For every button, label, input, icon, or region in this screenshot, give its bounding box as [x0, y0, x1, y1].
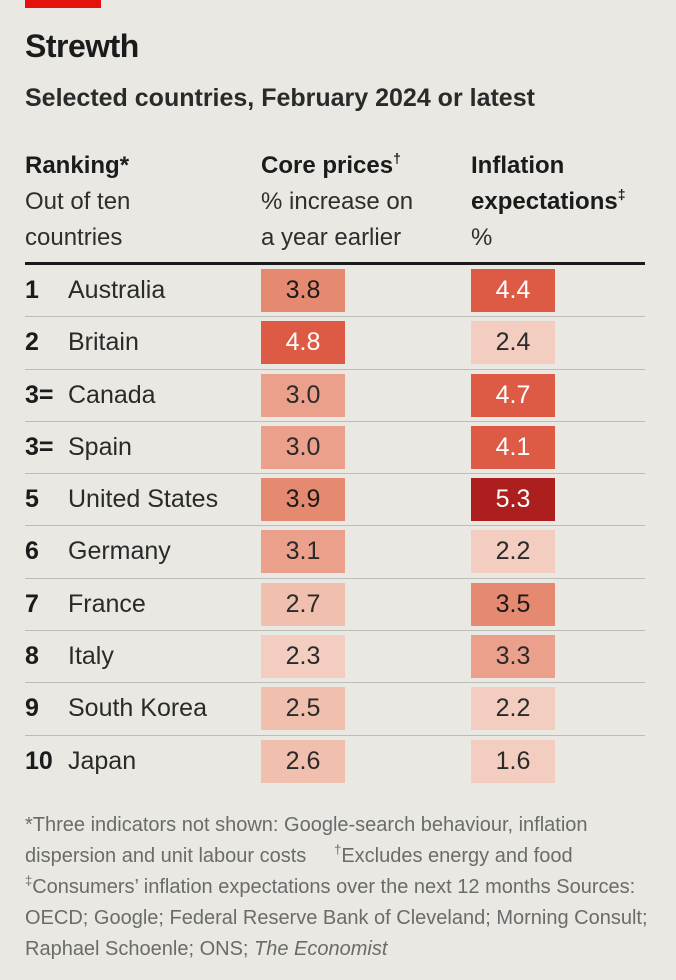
core-prices-cell: 4.8 [261, 321, 345, 365]
core-prices-cell: 2.3 [261, 635, 345, 679]
rank-label: 3= [25, 380, 54, 409]
rank-label: 1 [25, 276, 39, 304]
footnote-indicators: *Three indicators not shown: Google-sear… [25, 814, 588, 867]
rank-label: 6 [25, 537, 39, 566]
rank-label: 8 [25, 642, 39, 671]
core-prices-cell: 3.9 [261, 478, 345, 522]
table-row: 3= Spain 3.0 4.1 [25, 422, 645, 475]
inflation-expectations-cell: 1.6 [471, 739, 555, 783]
rank-label: 9 [25, 694, 39, 723]
table-row: 5 United States 3.9 5.3 [25, 474, 645, 527]
country-label: South Korea [68, 694, 207, 723]
accent-bar [25, 0, 101, 8]
table-row: 3= Canada 3.0 4.7 [25, 370, 645, 422]
country-label: Italy [68, 642, 114, 671]
country-label: United States [68, 485, 219, 514]
table-row: 2 Britain 4.8 2.4 [25, 317, 645, 370]
footnote-source-economist: The Economist [254, 938, 388, 960]
core-prices-cell: 3.1 [261, 530, 345, 574]
core-prices-cell: 2.7 [261, 582, 345, 626]
country-label: France [68, 589, 146, 618]
core-header-title: Core prices† [261, 150, 401, 179]
footnote-mark-dagger: † [334, 842, 342, 857]
rank-label: 10 [25, 746, 53, 775]
core-header-line2: % increase on [261, 188, 414, 215]
header-rule [25, 262, 645, 265]
country-label: Spain [68, 432, 132, 461]
ranking-header-line3: countries [25, 224, 123, 251]
rank-label: 3= [25, 432, 54, 461]
footnote-core-prices: Excludes energy and food [341, 845, 573, 867]
table-row: 7 France 2.7 3.5 [25, 579, 645, 632]
footnote-mark-double-dagger: ‡ [25, 873, 33, 888]
core-prices-cell: 2.5 [261, 687, 345, 731]
inflation-expectations-cell: 3.3 [471, 635, 555, 679]
table-row: 6 Germany 3.1 2.2 [25, 526, 645, 579]
inflation-expectations-cell: 2.2 [471, 530, 555, 574]
core-prices-cell: 3.0 [261, 425, 345, 469]
ranking-header-line2: Out of ten [25, 188, 131, 215]
core-prices-cell: 3.8 [261, 269, 345, 312]
inflation-header-title: Inflation [471, 152, 565, 179]
table-row: 1 Australia 3.8 4.4 [25, 265, 645, 318]
inflation-expectations-cell: 4.7 [471, 373, 555, 417]
column-header-core-prices: Core prices† % increase on a year earlie… [261, 148, 456, 256]
country-label: Australia [68, 276, 166, 304]
inflation-expectations-cell: 3.5 [471, 582, 555, 626]
table-body: 1 Australia 3.8 4.4 2 Britain 4.8 2.4 3= Canada 3.… [25, 265, 645, 788]
core-prices-cell: 3.0 [261, 373, 345, 417]
rank-label: 5 [25, 485, 39, 514]
column-header-ranking: Ranking* Out of ten countries [25, 148, 235, 256]
inflation-expectations-cell: 5.3 [471, 478, 555, 522]
footnote-inflation: Consumers’ inflation expectations over t… [32, 876, 551, 898]
inflation-expectations-cell: 4.1 [471, 425, 555, 469]
ranking-header-title: Ranking* [25, 152, 130, 179]
footnote-sources: Sources: OECD; Google; Federal Reserve B… [25, 876, 648, 960]
table-row: 9 South Korea 2.5 2.2 [25, 683, 645, 736]
chart-subtitle: Selected countries, February 2024 or lat… [25, 84, 535, 112]
rank-label: 2 [25, 328, 39, 357]
table-row: 10 Japan 2.6 1.6 [25, 736, 645, 788]
column-header-inflation-expectations: Inflation expectations‡ % [471, 148, 671, 256]
core-prices-cell: 2.6 [261, 739, 345, 783]
inflation-header-line3: % [471, 224, 493, 251]
country-label: Britain [68, 328, 139, 357]
rank-label: 7 [25, 589, 39, 618]
inflation-expectations-cell: 2.4 [471, 321, 555, 365]
country-label: Japan [68, 746, 137, 775]
country-label: Germany [68, 537, 171, 566]
chart-title: Strewth [25, 28, 139, 64]
table-row: 8 Italy 2.3 3.3 [25, 631, 645, 684]
inflation-header-title2: expectations‡ [471, 186, 626, 215]
inflation-expectations-cell: 2.2 [471, 687, 555, 731]
core-header-line3: a year earlier [261, 224, 402, 251]
inflation-expectations-cell: 4.4 [471, 269, 555, 312]
footnote: *Three indicators not shown: Google-sear… [25, 810, 655, 965]
country-label: Canada [68, 380, 156, 409]
